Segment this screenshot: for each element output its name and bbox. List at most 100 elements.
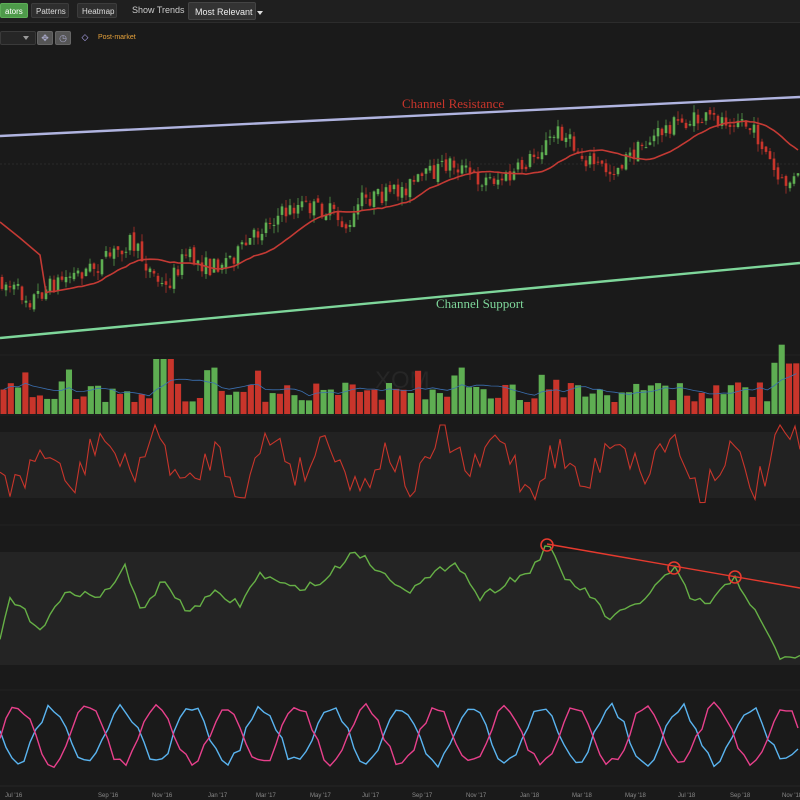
volume-bar — [204, 370, 211, 414]
crosshair-icon[interactable]: ✥ — [37, 31, 53, 45]
volume-bar — [305, 400, 313, 414]
volume-bar — [727, 385, 734, 414]
candle — [768, 151, 772, 160]
candle — [672, 117, 676, 135]
candle — [688, 124, 692, 126]
candle — [448, 158, 452, 171]
volume-bar — [400, 389, 407, 414]
candle — [540, 152, 544, 160]
candle — [176, 269, 180, 276]
volume-bar — [313, 383, 320, 414]
volume-bar — [349, 384, 356, 414]
volume-bar — [531, 398, 538, 414]
volume-bar — [553, 379, 560, 414]
candle — [700, 122, 704, 124]
volume-bar — [560, 397, 567, 414]
volume-bar — [7, 383, 14, 414]
candle — [536, 156, 540, 159]
candle — [24, 300, 28, 303]
volume-bar — [0, 389, 7, 414]
candle — [192, 247, 196, 264]
patterns-button[interactable]: Patterns — [31, 3, 69, 18]
candle — [736, 120, 740, 127]
candle — [616, 167, 620, 175]
stock-chart[interactable]: XOM Channel Resistance Channel Support J… — [0, 50, 800, 800]
candle — [244, 242, 248, 246]
candle — [708, 110, 712, 115]
volume-bar — [378, 399, 385, 414]
candle — [412, 179, 416, 182]
volume-bar — [73, 399, 80, 414]
volume-bar — [545, 389, 553, 414]
clock-icon[interactable]: ◷ — [55, 31, 71, 45]
volume-average-line — [3, 373, 797, 397]
volume-bar — [669, 400, 676, 414]
indicators-button[interactable]: ators — [0, 3, 28, 18]
candle — [128, 235, 132, 251]
candle — [0, 277, 4, 289]
candle — [324, 214, 328, 220]
candle — [500, 178, 504, 181]
sort-dropdown-label: Most Relevant — [195, 7, 253, 17]
volume-bar — [691, 401, 698, 414]
channel-support-line — [0, 261, 800, 340]
candle — [108, 252, 112, 257]
candle — [588, 156, 592, 165]
candle — [8, 286, 12, 288]
candle — [268, 222, 272, 224]
volume-bar — [124, 391, 131, 414]
volume-bar — [131, 401, 138, 414]
volume-bar — [364, 390, 371, 414]
heatmap-button[interactable]: Heatmap — [77, 3, 117, 18]
chevron-down-icon — [23, 36, 29, 40]
volume-bar — [618, 392, 625, 414]
candle — [632, 149, 636, 159]
oscillator-line — [0, 423, 800, 504]
volume-bar — [604, 395, 611, 414]
candle — [252, 229, 256, 238]
candle — [64, 276, 68, 283]
candle — [16, 283, 20, 286]
volume-bar — [342, 382, 349, 414]
timeframe-select[interactable] — [0, 31, 36, 45]
candle — [124, 251, 128, 253]
candle — [80, 272, 84, 279]
volume-bar — [356, 391, 363, 414]
volume-bar — [567, 383, 574, 414]
volume-bar — [138, 394, 145, 414]
volume-bar — [771, 362, 778, 414]
momentum-line — [0, 545, 800, 661]
candle — [56, 277, 60, 292]
divergence-peak-marker — [728, 570, 742, 584]
x-tick-label: Nov '18 — [782, 793, 800, 799]
candle — [100, 259, 104, 275]
drawing-tool-icon[interactable]: ◇ — [81, 32, 89, 42]
candle — [772, 158, 776, 171]
candle — [572, 136, 576, 151]
candle — [472, 170, 476, 172]
candle — [296, 204, 300, 214]
volume-bar — [211, 367, 218, 414]
candle — [796, 173, 800, 176]
volume-bar — [589, 393, 596, 414]
sort-dropdown[interactable]: Most Relevant — [188, 2, 264, 20]
volume-bar — [291, 395, 298, 414]
oscillator-band — [0, 432, 800, 498]
volume-bar — [698, 392, 705, 414]
candle — [280, 206, 284, 215]
candle — [480, 185, 484, 187]
candle — [48, 278, 52, 292]
candle — [460, 165, 464, 174]
candle — [436, 163, 440, 182]
volume-bar — [189, 401, 196, 414]
candle — [444, 159, 448, 171]
candle — [520, 160, 524, 170]
volume-bar — [276, 393, 283, 414]
candle — [148, 268, 152, 273]
candle — [168, 285, 172, 288]
volume-bar — [196, 397, 203, 414]
candle — [452, 160, 456, 168]
show-trends-button[interactable]: Show Trends — [132, 5, 185, 15]
candle — [388, 185, 392, 192]
volume-bar — [647, 385, 654, 414]
